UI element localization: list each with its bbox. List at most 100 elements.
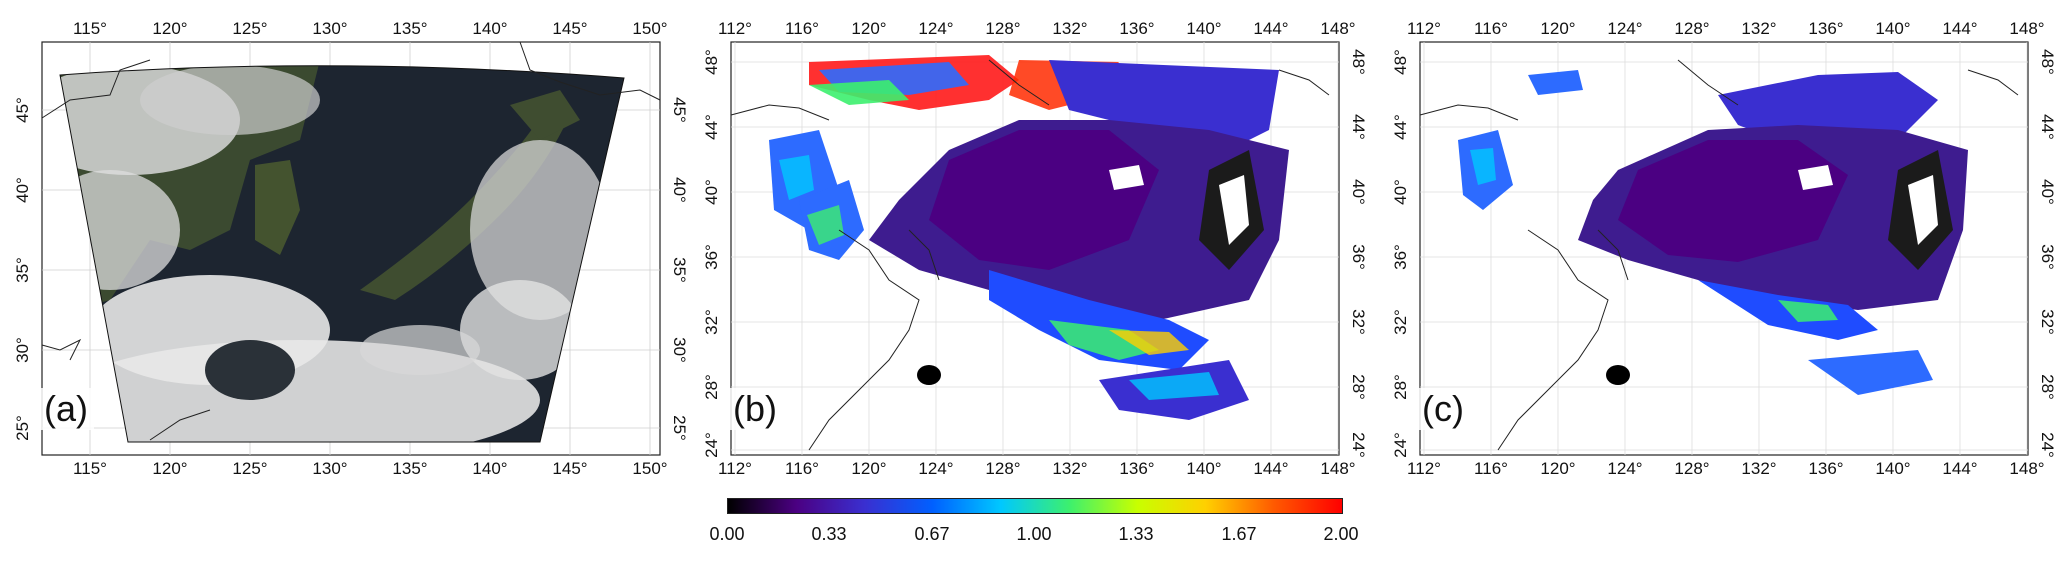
left-latitude-labels: 45° 40° 35° 30° 25° [13, 97, 32, 441]
lon-tick-label: 135° [392, 19, 427, 38]
lon-tick-label: 128° [985, 459, 1020, 478]
lon-tick-label: 145° [552, 459, 587, 478]
lat-tick-label: 25° [670, 415, 689, 441]
lon-tick-label: 136° [1808, 19, 1843, 38]
lon-tick-label: 115° [73, 19, 107, 38]
lon-tick-label: 120° [152, 19, 187, 38]
colorbar-tick-label: 0.67 [914, 524, 950, 544]
lon-tick-label: 150° [632, 19, 667, 38]
aod-field [1458, 70, 1968, 395]
lat-tick-label: 35° [670, 257, 689, 283]
lon-tick-label: 124° [918, 19, 953, 38]
lon-tick-label: 145° [552, 19, 587, 38]
lat-tick-label: 28° [1391, 374, 1410, 400]
retrieval-map-panel-b: 112° 116° 120° 124° 128° 132° 136° 140° … [689, 0, 1378, 563]
lat-tick-label: 48° [702, 49, 721, 75]
right-latitude-labels: 45° 40° 35° 30° 25° [670, 97, 689, 441]
lon-tick-label: 136° [1808, 459, 1843, 478]
lat-tick-label: 25° [13, 415, 32, 441]
retrieval-map-panel-c: 112° 116° 120° 124° 128° 132° 136° 140° … [1378, 0, 2067, 563]
bottom-longitude-labels: 112° 116° 120° 124° 128° 132° 136° 140° … [718, 459, 1356, 478]
lat-tick-label: 24° [702, 432, 721, 458]
lat-tick-label: 30° [670, 337, 689, 363]
bottom-longitude-labels: 112° 116° 120° 124° 128° 132° 136° 140° … [1407, 459, 2045, 478]
lon-tick-label: 128° [985, 19, 1020, 38]
lat-tick-label: 45° [670, 97, 689, 123]
top-longitude-labels: 112° 116° 120° 124° 128° 132° 136° 140° … [1407, 19, 2045, 38]
lon-tick-label: 132° [1741, 459, 1776, 478]
lon-tick-label: 124° [918, 459, 953, 478]
lon-tick-label: 112° [718, 459, 752, 478]
lat-tick-label: 36° [1391, 244, 1410, 270]
lat-tick-label: 36° [702, 244, 721, 270]
coastlines [730, 59, 1330, 451]
left-latitude-labels: 48° 44° 40° 36° 32° 28° 24° [702, 49, 721, 458]
lon-tick-label: 148° [1320, 459, 1355, 478]
lon-tick-label: 148° [2009, 19, 2044, 38]
lon-tick-label: 148° [2009, 459, 2044, 478]
lon-tick-label: 116° [785, 459, 819, 478]
right-latitude-labels: 48° 44° 40° 36° 32° 28° 24° [1349, 49, 1368, 458]
lat-tick-label: 28° [702, 374, 721, 400]
lon-tick-label: 150° [632, 459, 667, 478]
lon-tick-label: 124° [1607, 459, 1642, 478]
bottom-longitude-labels: 115° 120° 125° 130° 135° 140° 145° 150° [73, 459, 668, 478]
lon-tick-label: 140° [1875, 459, 1910, 478]
lat-tick-label: 35° [13, 257, 32, 283]
lat-tick-label: 40° [2038, 179, 2057, 205]
retrieval-map-b: 112° 116° 120° 124° 128° 132° 136° 140° … [702, 19, 1368, 478]
retrieval-map-c: 112° 116° 120° 124° 128° 132° 136° 140° … [1391, 19, 2057, 478]
lat-tick-label: 48° [1349, 49, 1368, 75]
lat-tick-label: 40° [13, 177, 32, 203]
colorbar-tick-label: 1.33 [1118, 524, 1154, 544]
lon-tick-label: 120° [851, 19, 886, 38]
lon-tick-label: 115° [73, 459, 107, 478]
lon-tick-label: 116° [1474, 459, 1508, 478]
lon-tick-label: 140° [1186, 459, 1221, 478]
lat-tick-label: 44° [1391, 114, 1410, 140]
lon-tick-label: 140° [472, 19, 507, 38]
lon-tick-label: 130° [312, 459, 347, 478]
lat-tick-label: 36° [2038, 244, 2057, 270]
coastlines [41, 41, 661, 441]
lon-tick-label: 120° [1540, 459, 1575, 478]
lat-tick-label: 28° [2038, 374, 2057, 400]
colorbar-tick-label: 0.00 [709, 524, 745, 544]
left-latitude-labels: 48° 44° 40° 36° 32° 28° 24° [1391, 49, 1410, 458]
lon-tick-label: 116° [1474, 19, 1508, 38]
lat-tick-label: 45° [13, 97, 32, 123]
panel-label: (c) [1416, 388, 1470, 430]
lat-tick-label: 40° [1349, 179, 1368, 205]
colorbar-tick-label: 2.00 [1323, 524, 1359, 544]
lon-tick-label: 112° [1407, 459, 1441, 478]
lat-tick-label: 44° [1349, 114, 1368, 140]
lon-tick-label: 120° [1540, 19, 1575, 38]
lon-tick-label: 135° [392, 459, 427, 478]
lon-tick-label: 120° [851, 459, 886, 478]
lat-tick-label: 40° [1391, 179, 1410, 205]
lon-tick-label: 144° [1253, 459, 1288, 478]
lat-tick-label: 24° [1349, 432, 1368, 458]
satellite-swath [60, 65, 624, 442]
lon-tick-label: 140° [1186, 19, 1221, 38]
lon-tick-label: 144° [1942, 459, 1977, 478]
colorbar-tick-label: 1.00 [1016, 524, 1052, 544]
lon-tick-label: 132° [1052, 459, 1087, 478]
lat-tick-label: 44° [702, 114, 721, 140]
lon-tick-label: 140° [472, 459, 507, 478]
panel-label: (b) [727, 388, 783, 430]
lon-tick-label: 116° [785, 19, 819, 38]
lon-tick-label: 136° [1119, 459, 1154, 478]
lon-tick-label: 140° [1875, 19, 1910, 38]
lat-tick-label: 32° [1391, 309, 1410, 335]
lat-tick-label: 32° [702, 309, 721, 335]
lon-tick-label: 112° [1407, 19, 1441, 38]
lat-tick-label: 24° [2038, 432, 2057, 458]
lon-tick-label: 125° [232, 459, 267, 478]
lat-tick-label: 40° [702, 179, 721, 205]
lat-tick-label: 48° [2038, 49, 2057, 75]
lat-tick-label: 28° [1349, 374, 1368, 400]
colorbar [727, 498, 1343, 514]
lon-tick-label: 128° [1674, 19, 1709, 38]
lon-tick-label: 136° [1119, 19, 1154, 38]
